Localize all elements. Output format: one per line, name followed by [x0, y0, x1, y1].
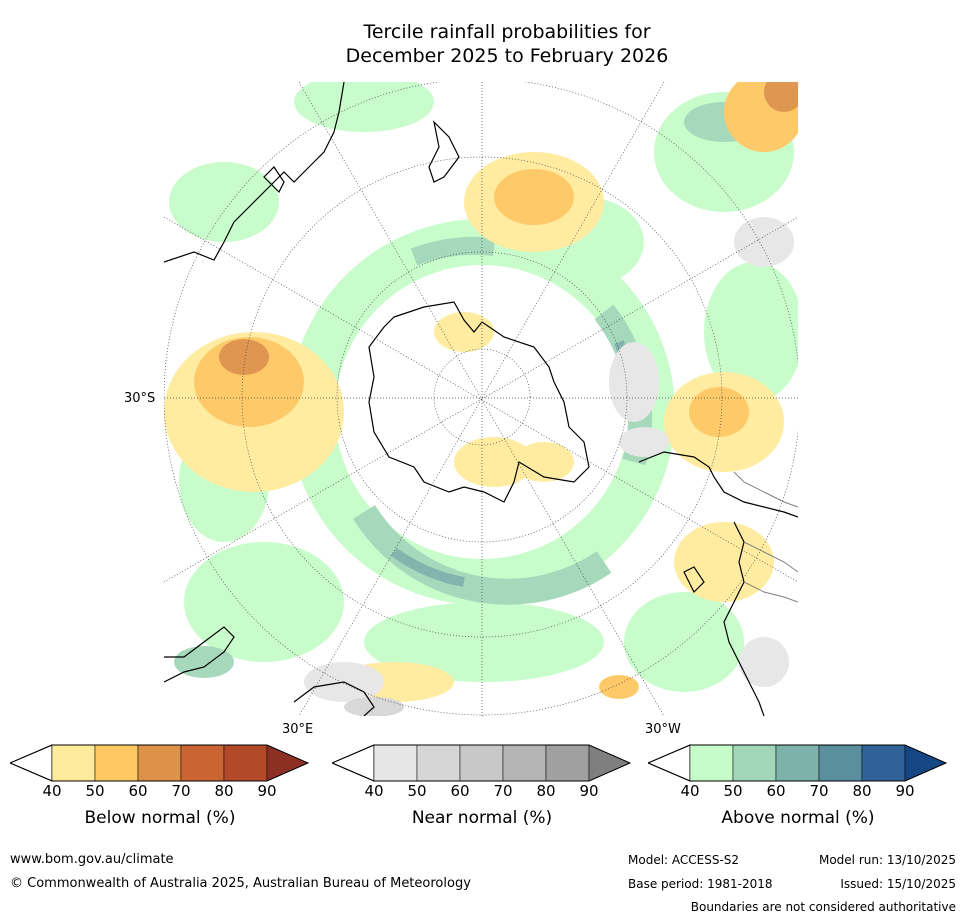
colorbar-swatch — [502, 744, 547, 782]
legend-above-title: Above normal (%) — [721, 808, 875, 828]
new-guinea-coast — [293, 681, 375, 716]
colorbar-swatch — [416, 744, 461, 782]
borders — [733, 471, 798, 603]
probability-shading — [164, 82, 798, 716]
footer-issued: Issued: 15/10/2025 — [840, 877, 956, 891]
colorbar-swatch — [266, 744, 309, 782]
colorbar-above — [648, 744, 948, 782]
polar-map[interactable] — [164, 82, 798, 716]
colorbar-swatch — [459, 744, 504, 782]
coastlines — [164, 82, 798, 716]
colorbar-swatch — [545, 744, 590, 782]
colorbar-swatch — [818, 744, 863, 782]
legend-below-tick: 60 — [128, 782, 148, 800]
legend-near-tick: 50 — [407, 782, 427, 800]
legend-near-tick: 80 — [536, 782, 556, 800]
legend-near-tick: 60 — [450, 782, 470, 800]
legend-near-title: Near normal (%) — [411, 808, 553, 828]
colorbar-swatch — [373, 744, 418, 782]
new-zealand-coast — [428, 120, 460, 183]
legend-below-title: Below normal (%) — [84, 808, 236, 828]
colorbar-swatch — [588, 744, 631, 782]
legend-near-tick: 70 — [493, 782, 513, 800]
lat-label-30s: 30°S — [124, 391, 156, 406]
legend-near-tick: 90 — [579, 782, 599, 800]
legend-below-tick: 80 — [214, 782, 234, 800]
legend-above-tick: 70 — [809, 782, 829, 800]
legend-above-tick: 90 — [895, 782, 915, 800]
graticule — [164, 82, 798, 716]
legend-below-tick: 70 — [171, 782, 191, 800]
title-line-2: December 2025 to February 2026 — [345, 45, 669, 67]
australia-coast — [164, 626, 235, 683]
colorbar-near — [332, 744, 632, 782]
legend-below-tick: 50 — [85, 782, 105, 800]
legend-above-tick: 80 — [852, 782, 872, 800]
colorbar-swatch — [861, 744, 906, 782]
footer-url[interactable]: www.bom.gov.au/climate — [10, 852, 174, 867]
colorbar-swatch — [51, 744, 96, 782]
south-america-coast — [638, 451, 798, 716]
lon-label-30e: 30°E — [282, 722, 314, 737]
legend-above-tick: 60 — [766, 782, 786, 800]
legend-below-tick: 90 — [257, 782, 277, 800]
colorbar-swatch — [223, 744, 268, 782]
colorbar-swatch — [180, 744, 225, 782]
legend-near-tick: 40 — [364, 782, 384, 800]
footer-copyright: © Commonwealth of Australia 2025, Austra… — [10, 876, 471, 891]
africa-coast — [164, 82, 345, 263]
legend-above-tick: 40 — [680, 782, 700, 800]
colorbar-swatch — [732, 744, 777, 782]
legend-above-tick: 50 — [723, 782, 743, 800]
madagascar-coast — [263, 166, 285, 194]
chart-title: Tercile rainfall probabilities for Decem… — [0, 20, 965, 68]
colorbar-below — [10, 744, 310, 782]
colorbar-swatch — [904, 744, 947, 782]
legend-below-tick: 40 — [42, 782, 62, 800]
footer-disclaimer: Boundaries are not considered authoritat… — [690, 900, 956, 914]
colorbar-swatch — [94, 744, 139, 782]
footer-model: Model: ACCESS-S2 — [628, 853, 740, 867]
footer-base-period: Base period: 1981-2018 — [628, 877, 773, 891]
title-line-1: Tercile rainfall probabilities for — [363, 21, 651, 43]
map-canvas — [164, 82, 798, 716]
footer-model-run: Model run: 13/10/2025 — [818, 853, 956, 867]
colorbar-swatch — [775, 744, 820, 782]
colorbar-swatch — [137, 744, 182, 782]
colorbar-swatch — [689, 744, 734, 782]
lon-label-30w: 30°W — [645, 722, 681, 737]
